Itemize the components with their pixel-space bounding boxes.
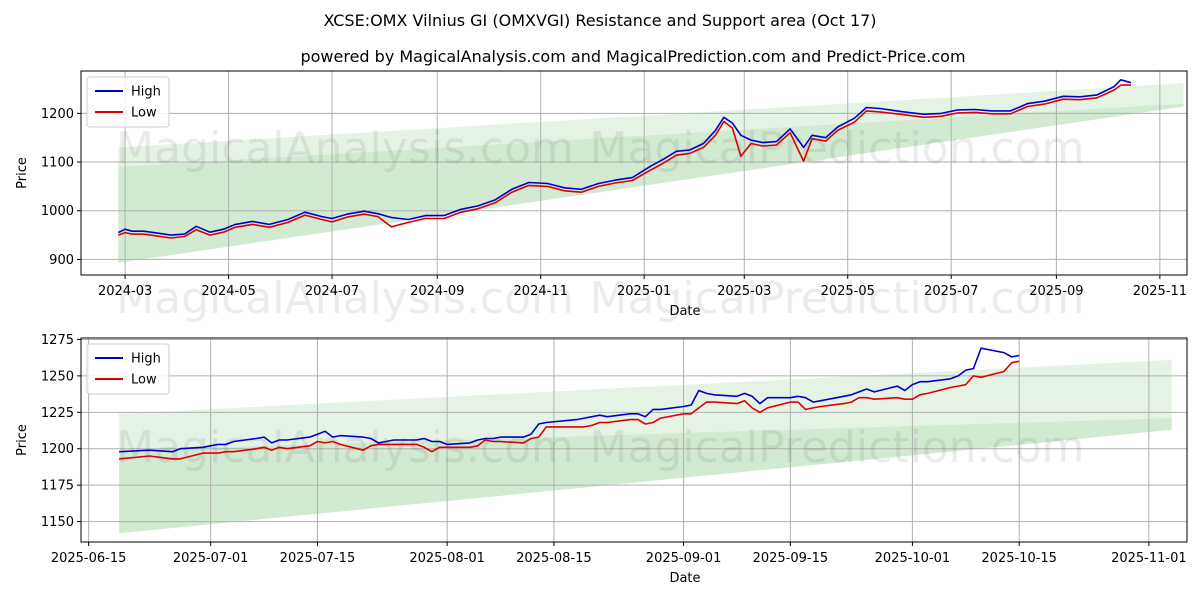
watermark-prediction-bottom: MagicalPrediction.com — [590, 422, 1085, 473]
bottom-y-axis-label: Price — [15, 424, 30, 456]
top-y-tick-label: 1200 — [41, 107, 74, 122]
bottom-legend-box — [86, 343, 170, 395]
bottom-chart-panel: MagicalAnalysis.com MagicalPrediction.co… — [15, 333, 1188, 586]
bottom-x-tick-label: 2025-09-15 — [753, 551, 829, 566]
top-x-tick-label: 2025-11 — [1133, 284, 1187, 299]
bottom-y-ticks: 1150 1175 1200 1225 1250 1275 — [41, 333, 81, 530]
top-x-tick-label: 2025-01 — [617, 284, 671, 299]
bottom-legend-label-high: High — [131, 352, 161, 367]
bottom-series — [119, 347, 1020, 460]
top-x-ticks: 2024-03 2024-05 2024-07 2024-09 2024-11 2025-… — [98, 275, 1187, 299]
watermark-analysis-bottom: MagicalAnalysis.com — [116, 422, 574, 473]
bottom-x-tick-label: 2025-06-15 — [51, 551, 127, 566]
top-series-low — [118, 84, 1131, 239]
top-x-tick-label: 2024-11 — [514, 284, 568, 299]
bottom-x-tick-label: 2025-08-15 — [516, 551, 592, 566]
bottom-legend-label-low: Low — [131, 373, 157, 388]
top-x-tick-label: 2024-05 — [201, 284, 255, 299]
bottom-x-tick-label: 2025-10-15 — [981, 551, 1057, 566]
top-x-tick-label: 2025-05 — [821, 284, 875, 299]
bottom-x-tick-label: 2025-07-01 — [173, 551, 249, 566]
top-x-tick-label: 2024-03 — [98, 284, 152, 299]
bottom-series-high — [119, 347, 1020, 453]
top-y-axis-label: Price — [15, 157, 30, 189]
top-x-tick-label: 2025-09 — [1029, 284, 1083, 299]
top-x-tick-label: 2025-07 — [924, 284, 978, 299]
bottom-x-tick-label: 2025-09-01 — [646, 551, 722, 566]
top-x-axis-label: Date — [669, 304, 700, 319]
bottom-y-tick-label: 1250 — [41, 369, 74, 384]
bottom-x-axis-label: Date — [669, 571, 700, 586]
top-grid — [81, 71, 1187, 275]
bottom-y-tick-label: 1275 — [41, 333, 74, 348]
top-legend-label-low: Low — [131, 106, 157, 121]
bottom-y-tick-label: 1175 — [41, 479, 74, 494]
top-series — [117, 79, 1132, 239]
bottom-y-tick-label: 1150 — [41, 515, 74, 530]
bottom-axes-frame — [80, 337, 1188, 543]
top-x-tick-label: 2025-03 — [717, 284, 771, 299]
bottom-x-tick-label: 2025-07-15 — [280, 551, 356, 566]
top-legend-box — [86, 76, 170, 128]
bottom-watermark: MagicalAnalysis.com MagicalPrediction.co… — [116, 422, 1084, 473]
watermark-prediction-lower: MagicalPrediction.com — [590, 273, 1085, 324]
bottom-legend: High Low — [86, 343, 170, 395]
bottom-y-tick-label: 1200 — [41, 442, 74, 457]
top-y-ticks: 900 1000 1100 1200 — [41, 107, 81, 268]
top-band-resistance — [118, 83, 1184, 167]
bottom-band-support — [119, 418, 1172, 534]
top-axes-frame — [80, 70, 1188, 276]
top-watermark: MagicalAnalysis.com MagicalPrediction.co… — [116, 123, 1084, 324]
top-band-support — [118, 103, 1184, 263]
bottom-x-ticks: 2025-06-15 2025-07-01 2025-07-15 2025-08-01… — [51, 542, 1187, 566]
top-x-tick-label: 2024-09 — [410, 284, 464, 299]
bottom-y-tick-label: 1225 — [41, 406, 74, 421]
top-legend: High Low — [86, 76, 170, 128]
chart-subtitle: powered by MagicalAnalysis.com and Magic… — [300, 47, 965, 66]
top-legend-label-high: High — [131, 85, 161, 100]
top-series-high — [117, 79, 1132, 236]
bottom-series-low — [119, 360, 1020, 460]
watermark-analysis-lower: MagicalAnalysis.com — [116, 273, 574, 324]
top-x-tick-label: 2024-07 — [305, 284, 359, 299]
chart-title: XCSE:OMX Vilnius GI (OMXVGI) Resistance … — [323, 11, 876, 30]
top-bands — [118, 83, 1184, 263]
bottom-bands — [119, 359, 1172, 534]
bottom-x-tick-label: 2025-08-01 — [409, 551, 485, 566]
top-y-tick-label: 1000 — [41, 204, 74, 219]
bottom-x-tick-label: 2025-10-01 — [875, 551, 951, 566]
bottom-band-resistance — [119, 359, 1172, 451]
bottom-grid — [81, 338, 1187, 542]
bottom-x-tick-label: 2025-11-01 — [1111, 551, 1187, 566]
top-y-tick-label: 1100 — [41, 156, 74, 171]
top-y-tick-label: 900 — [49, 253, 74, 268]
top-chart-panel: MagicalAnalysis.com MagicalPrediction.co… — [15, 70, 1188, 324]
watermark-analysis: MagicalAnalysis.com — [116, 123, 574, 174]
